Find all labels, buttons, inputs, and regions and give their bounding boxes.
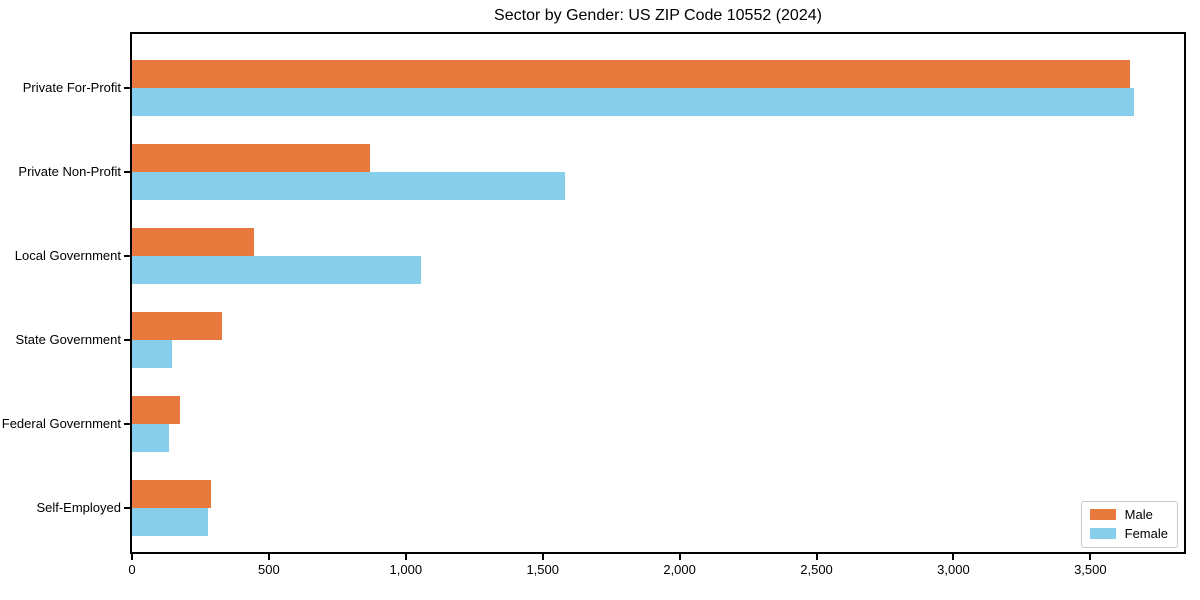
bar-male-state-government [132,312,222,340]
plot-area: Male Female [130,32,1186,554]
legend-swatch-female [1089,528,1116,539]
x-tick-2500 [815,554,818,560]
legend-item-male: Male [1089,507,1168,522]
bar-female-private-for-profit [132,88,1134,116]
x-axis-label-500: 500 [258,562,280,577]
y-tick-self-employed [124,507,130,509]
x-tick-1000 [404,554,407,560]
x-tick-3500 [1089,554,1092,560]
x-axis-label-3000: 3,000 [937,562,970,577]
y-axis-label-private-for-profit: Private For-Profit [22,80,121,95]
x-tick-3000 [952,554,955,560]
bar-male-private-for-profit [132,60,1130,88]
y-tick-federal-government [124,423,130,425]
legend-item-female: Female [1089,526,1168,541]
x-tick-500 [267,554,270,560]
y-axis-label-federal-government: Federal Government [1,416,121,431]
bar-male-self-employed [132,480,211,508]
y-axis-label-private-non-profit: Private Non-Profit [18,164,121,179]
chart-title: Sector by Gender: US ZIP Code 10552 (202… [494,7,822,24]
legend-label-female: Female [1124,526,1168,541]
x-axis-label-2000: 2,000 [663,562,696,577]
bar-female-state-government [132,340,172,368]
x-tick-0 [131,554,133,560]
y-axis-label-state-government: State Government [15,332,122,347]
bar-female-private-non-profit [132,172,565,200]
y-tick-local-government [124,255,130,257]
x-axis-label-2500: 2,500 [800,562,833,577]
y-axis-label-local-government: Local Government [14,248,121,263]
legend-label-male: Male [1124,507,1153,522]
legend: Male Female [1080,501,1178,548]
x-axis-label-3500: 3,500 [1074,562,1107,577]
bar-male-local-government [132,228,254,256]
legend-swatch-male [1089,509,1116,520]
bar-female-local-government [132,256,421,284]
bar-male-private-non-profit [132,144,370,172]
x-axis-label-1500: 1,500 [526,562,559,577]
bar-female-self-employed [132,508,209,536]
y-tick-private-non-profit [124,171,130,173]
bar-female-federal-government [132,424,170,452]
y-tick-private-for-profit [124,87,130,89]
x-axis-label-0: 0 [128,562,136,577]
x-tick-2000 [678,554,681,560]
y-tick-state-government [124,339,130,341]
bar-male-federal-government [132,396,181,424]
y-axis-label-self-employed: Self-Employed [36,500,121,515]
x-axis-label-1000: 1,000 [389,562,423,577]
x-tick-1500 [541,554,544,560]
